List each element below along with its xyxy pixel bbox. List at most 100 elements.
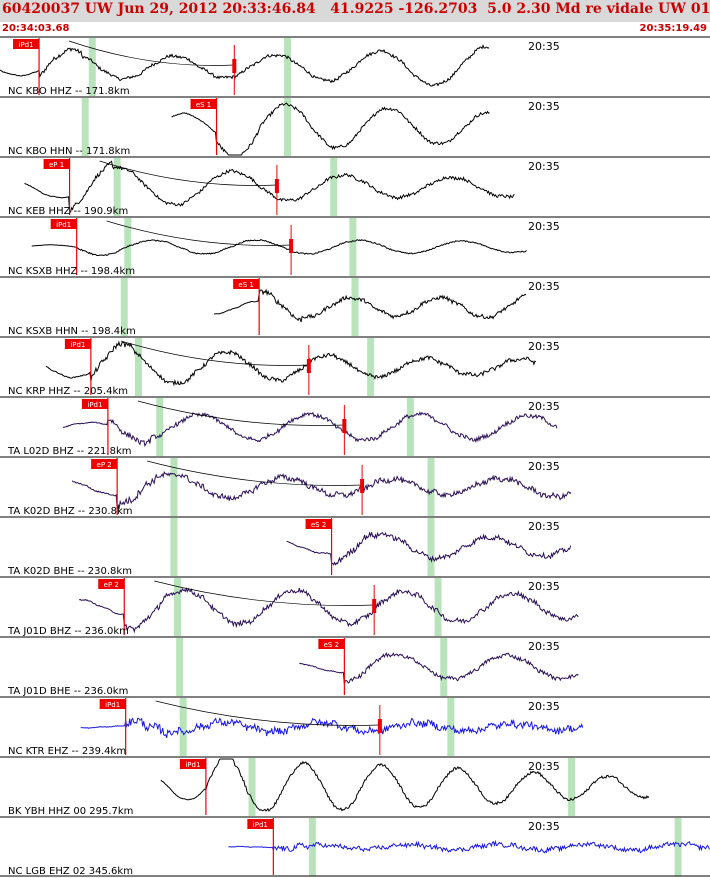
phase-window	[434, 578, 442, 636]
arrival-curve	[137, 400, 345, 426]
trace-row[interactable]: iPd1 20:35 NC KRP HHZ -- 205.4km	[0, 336, 710, 397]
pick-label[interactable]: iPd1	[81, 399, 108, 409]
phase-window	[176, 638, 184, 696]
waveform	[71, 470, 572, 510]
pick-label[interactable]: eS 2	[318, 639, 345, 649]
phase-window	[568, 758, 576, 816]
arrival-marker-block	[232, 59, 237, 73]
phase-window	[113, 158, 121, 216]
station-label: NC KTR EHZ -- 239.4km	[8, 746, 126, 757]
waveform	[160, 758, 650, 812]
station-label: TA K02D BHZ -- 230.8km	[7, 506, 132, 517]
pick-label-box	[179, 759, 206, 769]
waveform	[79, 586, 579, 634]
pick-label[interactable]: eP 2	[91, 459, 118, 469]
trace-row[interactable]: eS 1 20:35 NC KBO HHN -- 171.8km	[0, 96, 710, 157]
trace-row[interactable]: iPd1 20:35 NC KSXB HHZ -- 198.4km	[0, 216, 710, 277]
start-time-label: 20:34:03.68	[2, 23, 70, 34]
minute-label: 20:35	[528, 160, 560, 173]
arrival-curve	[120, 340, 309, 366]
pick-label[interactable]: iPd1	[13, 39, 40, 49]
phase-window	[248, 758, 256, 816]
pick-label-text: eS 2	[311, 521, 326, 529]
arrival-marker-block	[289, 239, 294, 253]
waveform	[24, 160, 515, 214]
minute-label: 20:35	[528, 760, 560, 773]
event-title: 60420037 UW Jun 29, 2012 20:33:46.84 41.…	[2, 1, 710, 17]
station-label: NC KRP HHZ -- 205.4km	[8, 386, 128, 397]
trace-row[interactable]: eP 2 20:35 TA K02D BHZ -- 230.8km	[0, 456, 710, 517]
pick-label-text: eP 2	[97, 461, 112, 469]
pick-label-box	[43, 159, 70, 169]
pick-label[interactable]: eP 2	[98, 579, 125, 589]
pick-label-text: iPd1	[105, 701, 120, 709]
trace-row[interactable]: eP 1 20:35 NC KEB HHZ -- 190.9km	[0, 156, 710, 217]
arrival-curve	[68, 40, 235, 66]
trace-row[interactable]: iPd1 20:35 NC KTR EHZ -- 239.4km	[0, 696, 710, 757]
pick-label-box	[91, 459, 118, 469]
arrival-curve	[155, 700, 380, 726]
pick-label[interactable]: iPd1	[99, 699, 126, 709]
minute-label: 20:35	[528, 280, 560, 293]
minute-label: 20:35	[528, 460, 560, 473]
phase-window	[81, 98, 89, 156]
phase-window	[179, 698, 187, 756]
station-label: TA J01D BHZ -- 236.0km	[7, 626, 129, 637]
pick-label-box	[50, 219, 77, 229]
phase-window	[124, 218, 132, 276]
trace-row[interactable]: eP 2 20:35 TA J01D BHZ -- 236.0km	[0, 576, 710, 637]
pick-label[interactable]: eP 1	[43, 159, 70, 169]
phase-window	[156, 398, 164, 456]
phase-window	[134, 338, 142, 396]
station-label: NC LGB EHZ 02 345.6km	[8, 866, 133, 877]
minute-label: 20:35	[528, 820, 560, 833]
minute-label: 20:35	[528, 520, 560, 533]
station-label: NC KBO HHZ -- 171.8km	[8, 86, 130, 97]
waveform	[80, 717, 584, 738]
phase-window	[367, 338, 375, 396]
trace-row[interactable]: iPd1 20:35 TA L02D BHZ -- 221.8km	[0, 396, 710, 457]
pick-label-text: iPd1	[185, 761, 200, 769]
trace-row[interactable]: iPd1 20:35 NC KBO HHZ -- 171.8km	[0, 36, 710, 97]
pick-label-text: eS 2	[324, 641, 339, 649]
pick-label[interactable]: iPd1	[64, 339, 91, 349]
phase-window	[447, 698, 455, 756]
event-header-bar: 60420037 UW Jun 29, 2012 20:33:46.84 41.…	[0, 0, 710, 22]
waveform	[31, 239, 527, 257]
trace-row[interactable]: eS 1 20:35 NC KSXB HHN -- 198.4km	[0, 276, 710, 337]
phase-window	[351, 278, 359, 336]
phase-window	[674, 818, 682, 876]
station-label: TA L02D BHZ -- 221.8km	[7, 446, 132, 457]
waveform	[214, 288, 527, 323]
pick-label-box	[81, 399, 108, 409]
pick-label-box	[64, 339, 91, 349]
pick-label[interactable]: iPd1	[247, 819, 274, 829]
pick-label[interactable]: eS 1	[190, 99, 217, 109]
end-time-label: 20:35:19.49	[639, 23, 707, 34]
waveform	[228, 839, 710, 854]
pick-label[interactable]: eS 2	[305, 519, 332, 529]
waveform	[62, 411, 558, 447]
pick-label-text: iPd1	[56, 221, 71, 229]
minute-label: 20:35	[528, 340, 560, 353]
minute-label: 20:35	[528, 40, 560, 53]
station-label: BK YBH HHZ 00 295.7km	[8, 806, 133, 817]
pick-label[interactable]: iPd1	[179, 759, 206, 769]
arrival-marker-block	[377, 719, 382, 733]
arrival-curve	[99, 160, 277, 186]
arrival-marker-block	[372, 599, 377, 613]
trace-row[interactable]: eS 2 20:35 TA K02D BHE -- 230.8km	[0, 516, 710, 577]
trace-row[interactable]: iPd1 20:35 BK YBH HHZ 00 295.7km	[0, 756, 710, 817]
station-label: NC KSXB HHZ -- 198.4km	[8, 266, 135, 277]
trace-row[interactable]: iPd1 20:35 NC LGB EHZ 02 345.6km	[0, 816, 710, 877]
arrival-marker-block	[274, 179, 279, 193]
trace-row[interactable]: eS 2 20:35 TA J01D BHE -- 236.0km	[0, 636, 710, 697]
pick-label-text: eS 1	[238, 281, 253, 289]
pick-label-box	[190, 99, 217, 109]
station-label: NC KEB HHZ -- 190.9km	[8, 206, 128, 217]
pick-label[interactable]: iPd1	[50, 219, 77, 229]
arrival-curve	[106, 220, 292, 246]
pick-label-box	[318, 639, 345, 649]
pick-label[interactable]: eS 1	[233, 279, 260, 289]
